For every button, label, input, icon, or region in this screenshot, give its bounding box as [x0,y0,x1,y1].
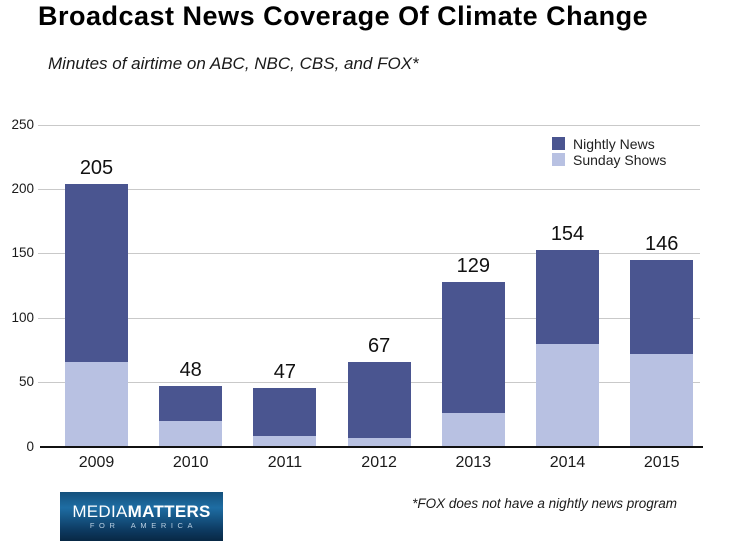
bar-segment-nightly-2013 [441,281,505,414]
x-axis-label-2009: 2009 [78,454,115,471]
legend-swatch-icon [552,137,565,150]
logo-tagline: FOR AMERICA [89,521,198,530]
legend-row-0: Nightly News [552,135,666,152]
bar-segment-nightly-2012 [347,361,411,438]
x-axis-label-2012: 2012 [361,454,397,471]
legend-label: Nightly News [573,135,655,152]
gridline-200 [38,188,700,190]
media-matters-logo: MEDIAMATTERS FOR AMERICA [60,492,223,541]
bar-total-label-2010: 48 [179,359,202,382]
gridline-250 [38,124,700,126]
gridline-150 [38,253,700,255]
legend-swatch-icon [552,153,565,166]
bar-total-label-2013: 129 [456,254,490,277]
legend-row-1: Sunday Shows [552,151,667,168]
bar-segment-nightly-2010 [159,386,223,421]
bar-segment-sunday-2010 [159,421,223,448]
chart-subtitle: Minutes of airtime on ABC, NBC, CBS, and… [48,54,419,73]
bar-segment-sunday-2013 [441,413,505,448]
y-axis-tick-150: 150 [11,245,34,261]
bar-segment-nightly-2011 [253,387,317,437]
y-axis-tick-250: 250 [11,116,34,132]
gridline-100 [38,317,700,319]
y-axis-tick-50: 50 [18,374,34,390]
bar-total-label-2011: 47 [273,360,297,383]
legend-label: Sunday Shows [573,151,667,168]
logo-text-matters: MATTERS [127,502,211,521]
x-axis-label-2013: 2013 [455,454,492,471]
y-axis-tick-100: 100 [11,309,34,325]
chart-legend: Nightly News Sunday Shows [552,136,666,168]
bar-total-label-2014: 154 [550,222,585,245]
bar-total-label-2009: 205 [79,157,114,179]
bar-total-label-2012: 67 [367,334,391,357]
bar-segment-nightly-2014 [536,249,599,344]
logo-text-media: MEDIA [72,502,128,521]
bar-segment-sunday-2014 [536,343,599,448]
y-axis-tick-200: 200 [11,180,34,196]
x-axis-label-2015: 2015 [643,454,680,471]
x-axis-label-2014: 2014 [549,454,586,471]
x-axis-label-2010: 2010 [172,454,209,471]
x-axis-label-2011: 2011 [267,454,303,471]
y-axis-tick-0: 0 [26,438,34,454]
footnote: *FOX does not have a nightly news progra… [412,496,677,511]
bar-total-label-2015: 146 [645,233,679,255]
bar-segment-sunday-2012 [347,437,411,448]
logo-wordmark: MEDIAMATTERS [72,503,210,520]
bar-segment-sunday-2009 [65,361,128,448]
chart-title: Broadcast News Coverage Of Climate Chang… [38,1,649,31]
bar-segment-nightly-2015 [630,260,694,354]
bar-segment-sunday-2015 [630,354,694,448]
bar-segment-nightly-2009 [65,184,128,362]
x-axis-line [40,446,703,448]
bar-segment-sunday-2011 [253,436,317,448]
